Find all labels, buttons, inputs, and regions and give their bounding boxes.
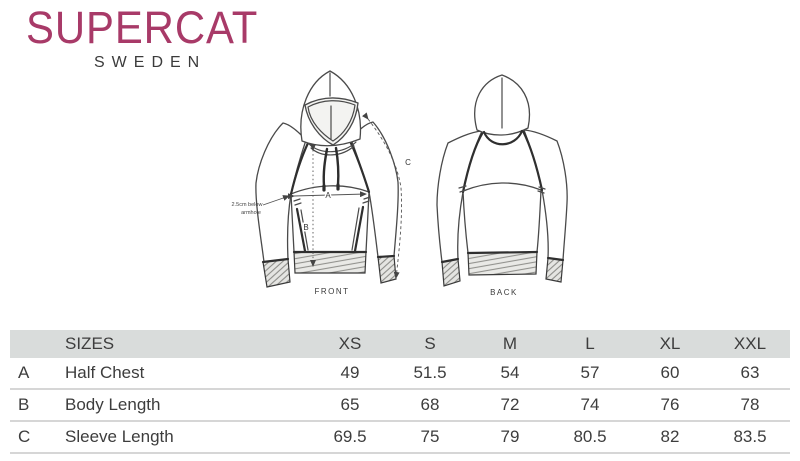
size-table: SIZES XS S M L XL XXL A Half Chest 49 51… <box>10 330 790 454</box>
value-cell: 83.5 <box>733 427 767 446</box>
row-label: Body Length <box>65 395 161 414</box>
value-cell: 63 <box>740 363 760 382</box>
value-cell: 54 <box>500 363 520 382</box>
hoodie-measurement-diagram: A B C 2.5cm below armhole FRONT <box>232 70 568 297</box>
value-cell: 82 <box>660 427 680 446</box>
header-size-s: S <box>424 334 436 353</box>
table-row-body-length: B Body Length 65 68 72 74 76 78 <box>10 390 790 422</box>
value-cell: 80.5 <box>573 427 607 446</box>
table-row-half-chest: A Half Chest 49 51.5 54 57 60 63 <box>10 358 790 390</box>
value-cell: 75 <box>420 427 440 446</box>
row-letter: B <box>18 395 30 414</box>
value-cell: 60 <box>660 363 680 382</box>
brand-logo: SUPERCAT SWEDEN <box>26 5 276 72</box>
measure-label-c: C <box>405 158 411 167</box>
size-table-header: SIZES XS S M L XL XXL <box>10 330 790 358</box>
value-cell: 65 <box>340 395 360 414</box>
header-size-l: L <box>585 334 595 353</box>
front-caption: FRONT <box>314 287 349 296</box>
header-size-xxl: XXL <box>733 334 767 353</box>
row-letter: A <box>18 363 30 382</box>
front-hoodie-drawing: A B C 2.5cm below armhole FRONT <box>232 70 413 296</box>
value-cell: 72 <box>500 395 520 414</box>
back-hoodie-drawing: BACK <box>436 74 568 297</box>
row-label: Sleeve Length <box>65 427 174 446</box>
header-size-m: M <box>502 334 518 353</box>
measure-label-b: B <box>303 223 308 232</box>
brand-country: SWEDEN <box>94 54 207 71</box>
value-cell: 69.5 <box>333 427 367 446</box>
value-cell: 74 <box>580 395 600 414</box>
value-cell: 68 <box>420 395 440 414</box>
annotation-line1: 2.5cm below <box>232 202 263 208</box>
value-cell: 49 <box>340 363 360 382</box>
row-label: Half Chest <box>65 363 145 382</box>
row-letter: C <box>18 427 31 446</box>
value-cell: 78 <box>740 395 760 414</box>
header-size-xl: XL <box>659 334 681 353</box>
brand-name: SUPERCAT <box>26 2 259 53</box>
value-cell: 57 <box>580 363 600 382</box>
header-size-xs: XS <box>338 334 362 353</box>
table-row-sleeve-length: C Sleeve Length 69.5 75 79 80.5 82 83.5 <box>10 422 790 454</box>
value-cell: 79 <box>500 427 520 446</box>
annotation-line2: armhole <box>241 210 261 216</box>
value-cell: 51.5 <box>413 363 447 382</box>
back-caption: BACK <box>490 288 518 297</box>
header-title: SIZES <box>65 334 115 353</box>
measure-label-a: A <box>325 191 331 200</box>
value-cell: 76 <box>660 395 680 414</box>
